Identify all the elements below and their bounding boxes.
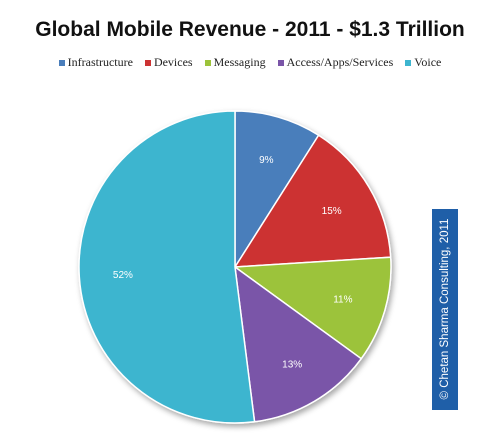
pie-slice-messaging (232, 256, 392, 360)
pie-slice-infrastructure (234, 110, 320, 270)
pie-slice-voice (78, 110, 256, 424)
copyright-box (432, 209, 458, 410)
legend-item: Messaging (204, 55, 266, 70)
legend-item: Voice (405, 55, 441, 70)
slice-data-label: 52% (113, 270, 133, 281)
pie-slice-devices (233, 134, 392, 268)
chart-legend: Infrastructure Devices Messaging Access/App… (0, 55, 500, 70)
legend-swatch (277, 59, 284, 66)
legend-label: Access/Apps/Services (286, 55, 394, 69)
legend-label: Voice (414, 55, 442, 69)
legend-item: Access/Apps/Services (277, 55, 394, 70)
chart-title: Global Mobile Revenue - 2011 - $1.3 Tril… (35, 18, 465, 41)
legend-swatch (204, 59, 211, 66)
slice-data-label: 15% (322, 206, 342, 217)
pie-slice-access-apps-services (234, 265, 363, 423)
slice-data-label: 9% (259, 155, 274, 166)
legend-item: Devices (144, 55, 193, 70)
legend-label: Devices (153, 55, 193, 69)
legend-swatch (405, 59, 412, 66)
slice-data-label: 13% (282, 360, 302, 371)
legend-swatch (144, 59, 151, 66)
legend-label: Infrastructure (67, 55, 133, 69)
legend-label: Messaging (213, 55, 266, 69)
legend-swatch (58, 59, 65, 66)
copyright-text: © Chetan Sharma Consulting, 2011 (439, 218, 451, 400)
slice-data-label: 11% (333, 294, 352, 305)
legend-item: Infrastructure (58, 55, 133, 70)
